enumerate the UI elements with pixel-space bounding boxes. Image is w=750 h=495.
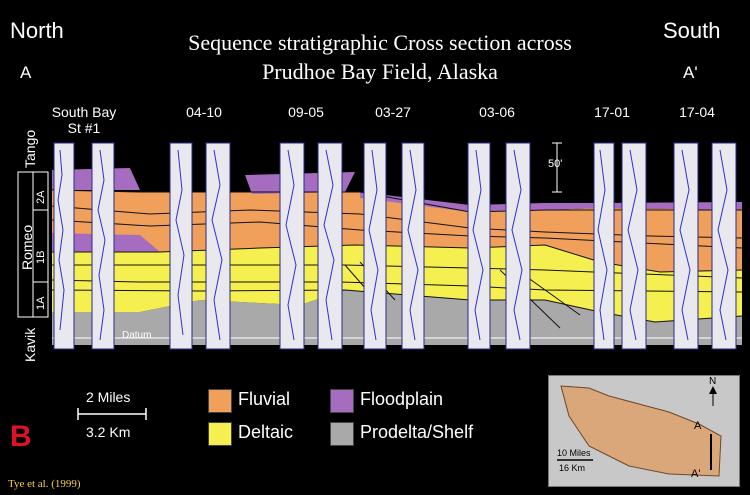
legend-swatch-prodelta-shelf xyxy=(330,422,354,446)
well-label: 03-06 xyxy=(479,104,515,120)
scale-miles-label: 2 Miles xyxy=(86,389,131,405)
north-arrow-label: N xyxy=(709,376,717,387)
datum-label: Datum xyxy=(122,330,152,341)
figure-label: B xyxy=(10,420,32,453)
point-a-label: A xyxy=(20,63,32,82)
subunit-1a-label: 1A xyxy=(35,296,47,310)
inset-scale-km: 16 Km xyxy=(559,463,586,473)
legend-swatch-fluvial xyxy=(208,389,232,413)
well-label: 17-01 xyxy=(594,104,630,120)
title-line-2: Prudhoe Bay Field, Alaska xyxy=(262,59,498,84)
south-label: South xyxy=(663,18,721,43)
subunit-2a-label: 2A xyxy=(35,190,47,204)
legend-swatch-deltaic xyxy=(208,422,232,446)
north-label: North xyxy=(10,18,64,43)
well-name-line1: South Bay xyxy=(51,104,117,120)
field-outline xyxy=(560,385,722,477)
well-label: 04-10 xyxy=(186,104,222,120)
inset-map: N A A' 10 Miles 16 Km xyxy=(548,375,740,487)
unit-romeo-label: Romeo xyxy=(19,224,35,270)
well-label: South Bay St #1 xyxy=(44,104,124,136)
scale-km-label: 3.2 Km xyxy=(86,424,131,440)
subunit-1b-label: 1B xyxy=(35,250,47,264)
unit-kavik-label: Kavik xyxy=(22,327,38,362)
point-a-prime-label: A' xyxy=(683,63,698,82)
unit-tango-label: Tango xyxy=(22,129,38,168)
legend-label-fluvial: Fluvial xyxy=(238,389,291,409)
inset-point-a-prime: A' xyxy=(691,468,701,480)
well-label: 09-05 xyxy=(288,104,324,120)
vertical-scale-label: 50' xyxy=(548,158,563,170)
inset-map-drawing xyxy=(557,385,722,477)
diagram-title: Sequence stratigraphic Cross section acr… xyxy=(120,28,640,86)
inset-scale-miles: 10 Miles xyxy=(557,448,591,458)
citation: Tye et al. (1999) xyxy=(8,478,81,490)
well-label: 03-27 xyxy=(375,104,411,120)
legend-swatch-floodplain xyxy=(330,389,354,413)
well-name-line2: St #1 xyxy=(67,120,101,136)
inset-point-a: A xyxy=(694,420,702,432)
legend-label-deltaic: Deltaic xyxy=(238,422,294,442)
title-line-1: Sequence stratigraphic Cross section acr… xyxy=(188,30,572,55)
legend-label-floodplain: Floodplain xyxy=(360,389,444,409)
well-label: 17-04 xyxy=(679,104,715,120)
legend-label-prodelta-shelf: Prodelta/Shelf xyxy=(360,422,474,442)
